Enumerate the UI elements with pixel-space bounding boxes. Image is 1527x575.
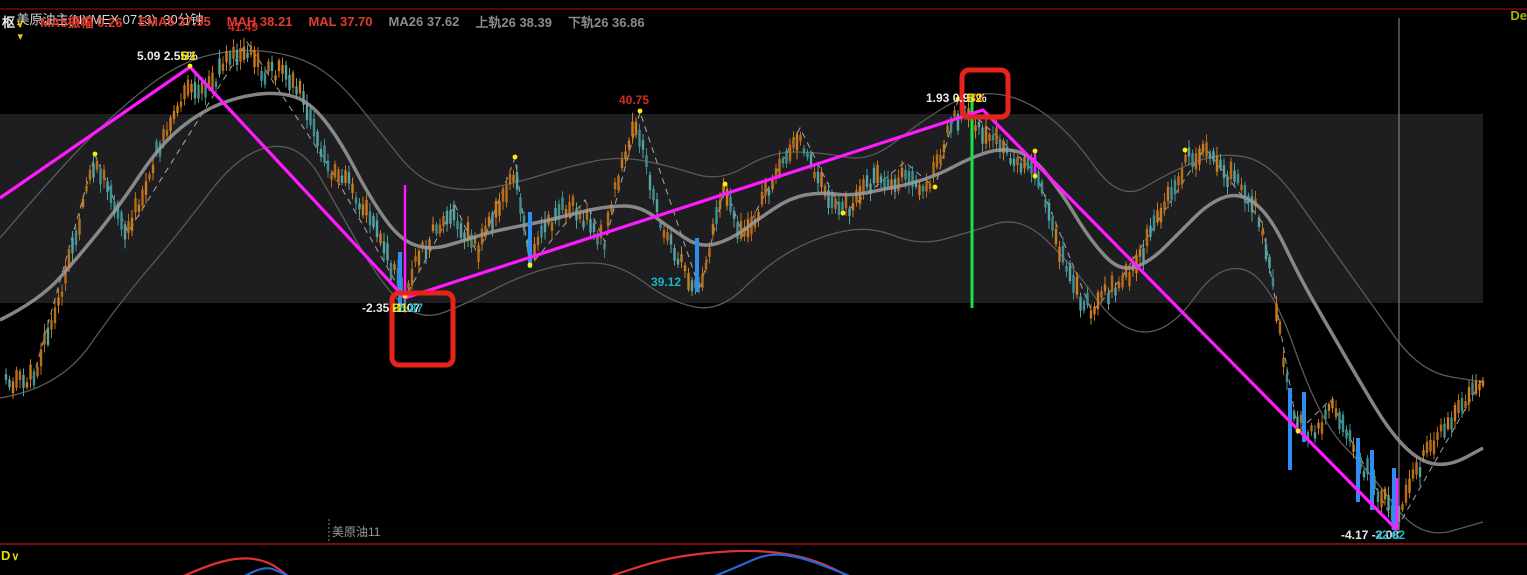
pivot-dot [1182,147,1188,153]
sub-indicator-label: D [1,548,11,563]
indicator-bar: 枢∨ MA5振幅 0.26 EMA5 37.95 MAH 38.21 MAL 3… [2,12,645,31]
top-right-label: De [1510,8,1527,23]
pivot-dot [1032,173,1038,179]
indicator-mal: MAL 37.70 [308,14,373,29]
macd-dea-line [244,567,289,575]
sub-indicator-selector[interactable]: D∨ [1,548,19,563]
top-border-line [0,8,1527,10]
macd-dif-line [183,557,289,575]
pivot-dot [1032,148,1038,154]
indicator-ma26: MA26 37.62 [388,14,460,29]
indicator-upper-band: 上轨26 38.39 [475,15,552,30]
indicator-selector-label: 枢 [2,15,16,30]
instrument-title: 美原油主(NYMEX 0713) 30分钟 [16,12,204,27]
pivot-dot [840,210,846,216]
indicator-ema5: EMA5 37.95 [138,14,211,29]
pivot-dot [512,154,518,160]
pivot-dot [92,151,98,157]
indicator-ma5-range: MA5振幅 0.26 [40,15,123,30]
bollinger-lower-line [0,145,1484,534]
chart-title: 美原油主(NYMEX 0713) 30分钟 ▾ [2,0,204,58]
pivot-dot [187,63,193,69]
pivot-zone-band [0,114,1483,303]
chevron-down-icon: ∨ [16,18,25,30]
pivot-dot [932,184,938,190]
bollinger-upper-line [0,49,1484,383]
pivot-dot [637,108,643,114]
pivot-dot [1295,428,1301,434]
red-annotation-box [389,290,456,368]
indicator-mah: MAH 38.21 [226,14,293,29]
chevron-down-icon: ∨ [11,551,20,563]
indicator-lower-band: 下轨26 36.86 [567,15,645,30]
macd-dea-line [714,553,851,575]
panel-separator [0,543,1527,545]
red-annotation-box [959,67,1011,120]
chevron-down-icon[interactable]: ▾ [17,31,23,43]
pivot-dot [722,181,728,187]
symbol-watermark: 美原油11 [332,525,381,539]
indicator-selector[interactable]: 枢∨ [2,12,24,31]
macd-dif-line [610,549,848,575]
pivot-dot [955,96,961,102]
ma-line [0,91,1484,467]
pivot-dot [527,262,533,268]
